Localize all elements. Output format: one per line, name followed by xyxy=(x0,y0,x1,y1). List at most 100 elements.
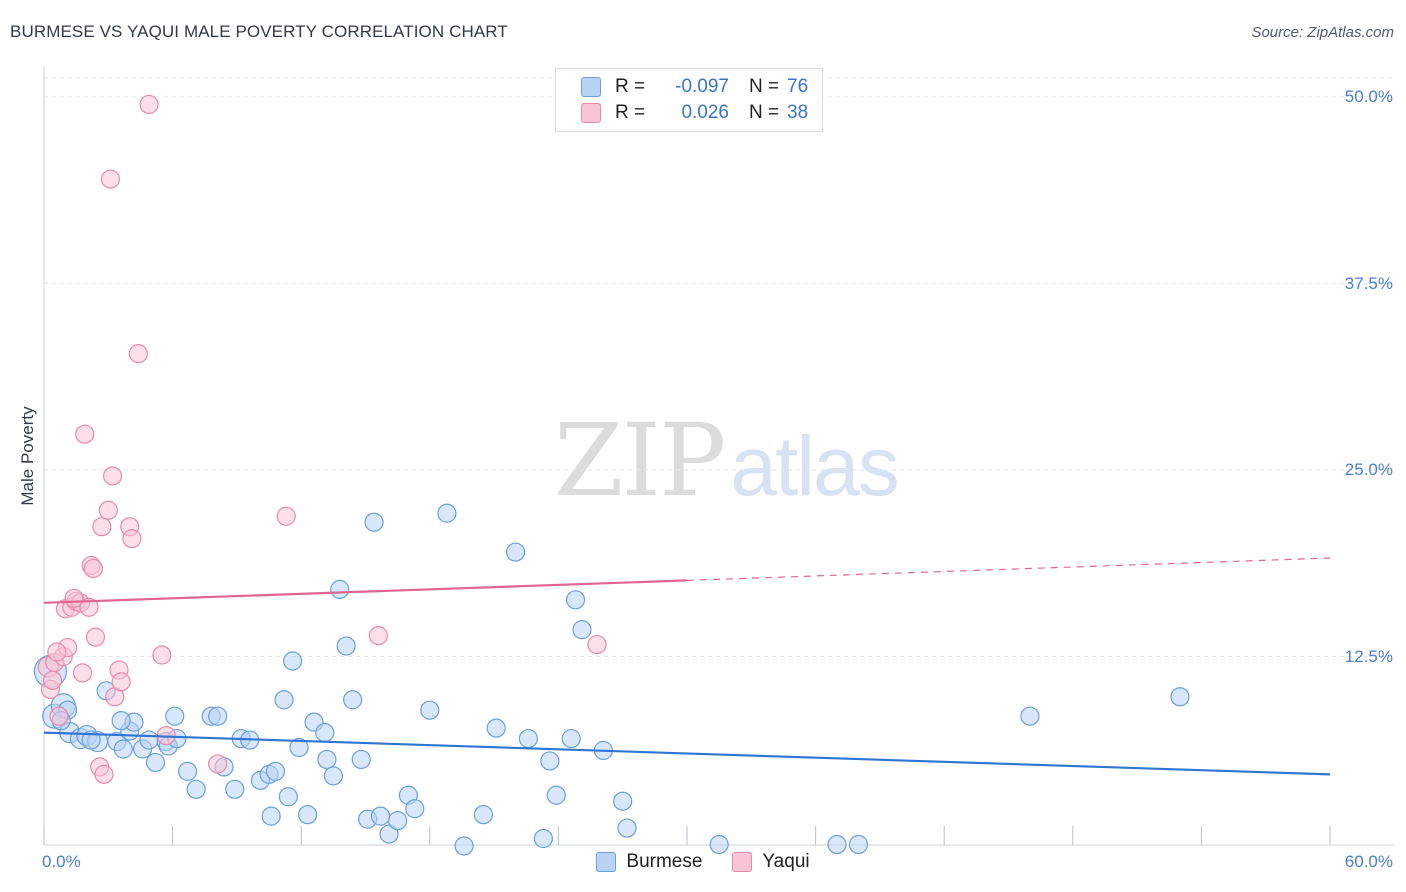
burmese-point xyxy=(827,834,847,855)
burmese-point xyxy=(261,806,281,826)
burmese-point xyxy=(315,722,335,743)
source-label: Source: ZipAtlas.com xyxy=(1251,24,1394,41)
burmese-point xyxy=(454,836,474,856)
burmese-point xyxy=(533,828,553,849)
legend-label-yaqui: Yaqui xyxy=(762,851,810,872)
watermark-zip: ZIP xyxy=(554,402,726,519)
burmese-point xyxy=(265,761,286,781)
yaqui-point xyxy=(587,634,607,655)
yaqui-trend-extension xyxy=(686,557,1331,582)
legend-n-label: N = xyxy=(749,76,780,97)
yaqui-point xyxy=(102,466,123,486)
yaqui-point xyxy=(208,754,228,774)
burmese-point xyxy=(565,590,586,610)
burmese-point xyxy=(613,791,633,811)
burmese-point xyxy=(540,751,560,771)
burmese-swatch xyxy=(581,77,601,97)
series-legend: Burmese Yaqui xyxy=(0,851,1406,873)
yaqui-point xyxy=(83,558,103,579)
burmese-point xyxy=(505,542,526,562)
trend-lines xyxy=(43,557,1331,776)
yaqui-point xyxy=(276,506,296,526)
x-axis xyxy=(43,66,1394,846)
burmese-point xyxy=(370,806,391,826)
y-tick-label: 50.0% xyxy=(1344,87,1393,106)
yaqui-point xyxy=(94,764,114,784)
burmese-point xyxy=(848,834,869,855)
burmese-point xyxy=(81,730,101,750)
burmese-point xyxy=(145,752,166,773)
burmese-point xyxy=(289,737,309,758)
yaqui-point xyxy=(368,626,388,646)
yaqui-point xyxy=(79,597,99,617)
yaqui-point xyxy=(75,424,95,444)
burmese-point xyxy=(317,749,337,770)
legend-r-label: R = xyxy=(615,76,646,97)
yaqui-point xyxy=(128,344,148,364)
burmese-point xyxy=(617,818,637,838)
burmese-point xyxy=(420,700,440,720)
burmese-point xyxy=(113,739,133,759)
data-points xyxy=(33,94,1190,856)
burmese-point xyxy=(330,579,350,599)
burmese-point xyxy=(165,706,185,726)
burmese-trend-line xyxy=(43,731,1331,776)
yaqui-point xyxy=(85,627,106,647)
legend-n-label: N = xyxy=(749,102,780,123)
burmese-point xyxy=(225,779,245,799)
yaqui-point xyxy=(42,670,63,690)
yaqui-point xyxy=(111,672,131,692)
chart-title: BURMESE VS YAQUI MALE POVERTY CORRELATIO… xyxy=(10,22,508,41)
burmese-point xyxy=(379,824,399,844)
legend-r-value: -0.097 xyxy=(675,76,729,97)
burmese-point xyxy=(437,503,457,523)
y-axis-label: Male Poverty xyxy=(18,406,37,506)
yaqui-trend-line xyxy=(43,579,688,604)
legend-label-burmese: Burmese xyxy=(626,851,703,872)
burmese-point xyxy=(561,728,581,749)
burmese-point xyxy=(486,718,506,738)
yaqui-point xyxy=(92,517,112,537)
x-tick-label: 60.0% xyxy=(1344,852,1393,871)
burmese-point xyxy=(343,690,363,710)
burmese-point xyxy=(278,787,298,807)
burmese-point xyxy=(546,785,566,805)
burmese-point xyxy=(208,706,228,726)
grid-lines xyxy=(44,77,1394,657)
yaqui-point xyxy=(72,663,93,683)
y-tick-label: 37.5% xyxy=(1344,273,1393,293)
yaqui-point xyxy=(139,94,159,115)
legend-item-yaqui[interactable]: Yaqui xyxy=(732,851,810,873)
burmese-point xyxy=(518,728,538,749)
burmese-point xyxy=(572,620,592,640)
burmese-point xyxy=(351,749,371,770)
yaqui-point xyxy=(98,500,118,520)
yaqui-point xyxy=(64,588,84,608)
burmese-point xyxy=(274,690,294,710)
watermark-atlas: atlas xyxy=(730,419,899,513)
yaqui-point xyxy=(47,642,67,662)
legend-row-yaqui: R = 0.026 N = 38 xyxy=(556,100,808,126)
correlation-legend: R = -0.097 N = 76 R = 0.026 N = 38 xyxy=(555,68,823,132)
burmese-point xyxy=(405,799,425,819)
burmese-point xyxy=(186,779,206,799)
burmese-point xyxy=(111,711,131,731)
legend-r-label: R = xyxy=(615,102,646,123)
y-tick-label: 25.0% xyxy=(1344,460,1393,479)
yaqui-point xyxy=(100,169,121,189)
burmese-point xyxy=(473,805,493,825)
yaqui-swatch xyxy=(581,103,601,123)
x-tick-label: 0.0% xyxy=(42,852,81,871)
yaqui-point xyxy=(49,706,69,726)
burmese-point xyxy=(139,730,159,750)
burmese-point xyxy=(709,834,729,855)
burmese-point xyxy=(323,766,343,786)
legend-n-value: 76 xyxy=(787,76,809,97)
legend-item-burmese[interactable]: Burmese xyxy=(596,851,702,873)
yaqui-point xyxy=(122,529,142,549)
legend-n-value: 38 xyxy=(787,102,809,123)
yaqui-swatch xyxy=(732,852,753,872)
yaqui-point xyxy=(152,645,172,665)
burmese-point xyxy=(388,811,408,831)
